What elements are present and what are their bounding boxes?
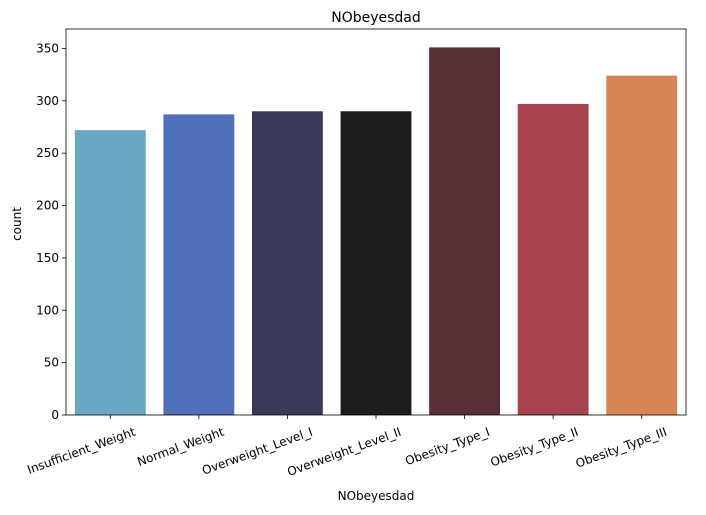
x-tick-label: Obesity_Type_II [488, 425, 580, 470]
x-tick-label: Obesity_Type_I [403, 425, 491, 469]
y-tick-label: 350 [36, 41, 59, 55]
y-tick-label: 200 [36, 199, 59, 213]
y-tick-label: 150 [36, 251, 59, 265]
bar-normal-weight [163, 114, 235, 416]
bar-obesity-type-ii [517, 103, 589, 415]
bar-obesity-type-i [429, 47, 500, 415]
y-tick-label: 250 [36, 146, 59, 160]
y-axis-label: count [10, 207, 24, 241]
bar-insufficient-weight [74, 130, 146, 416]
plot-area: 0 50 100 150 200 250 300 350 Insufficient_Weight… [25, 28, 687, 479]
x-tick-label: Obesity_Type_III [574, 425, 669, 471]
x-tick-label: Insufficient_Weight [25, 425, 137, 477]
y-tick-label: 0 [51, 408, 59, 422]
y-tick-label: 100 [36, 303, 59, 317]
bar-obesity-type-iii [606, 75, 678, 416]
bar-overweight-level-i [252, 111, 323, 415]
y-tick-label: 300 [36, 94, 59, 108]
x-axis-label: NObeyesdad [338, 489, 415, 503]
bar-overweight-level-ii [340, 111, 412, 415]
chart-title: NObeyesdad [331, 10, 421, 26]
y-tick-label: 50 [44, 356, 59, 370]
